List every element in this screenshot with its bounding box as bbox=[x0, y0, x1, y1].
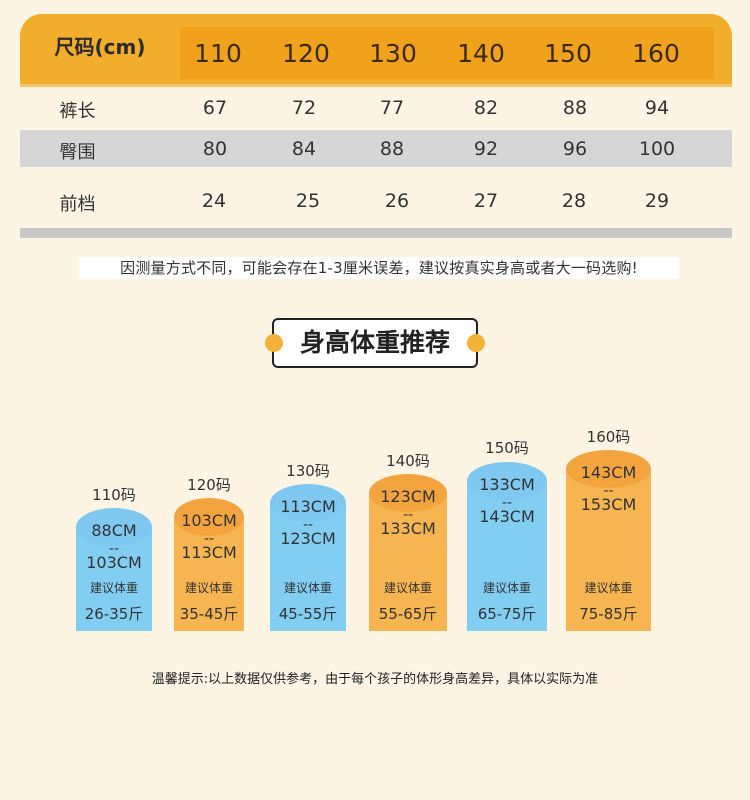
height-from: 88CM bbox=[91, 521, 137, 540]
table-cell: 24 bbox=[201, 190, 227, 212]
column-body bbox=[467, 481, 547, 631]
table-cell: 84 bbox=[291, 138, 317, 160]
column-body bbox=[270, 503, 346, 631]
table-cell: 82 bbox=[473, 97, 499, 119]
recommendation-banner: 身高体重推荐 bbox=[265, 318, 485, 368]
table-cell: 96 bbox=[562, 138, 588, 160]
table-cell: 26 bbox=[384, 190, 410, 212]
height-dash: -- bbox=[402, 507, 414, 523]
table-header: 尺码(cm) 110 120 130 140 150 160 bbox=[20, 14, 732, 84]
header-size: 130 bbox=[369, 39, 417, 68]
table-cell: 72 bbox=[291, 97, 317, 119]
table-cell: 88 bbox=[379, 138, 405, 160]
height-dash: -- bbox=[501, 495, 513, 511]
measurement-note: 因测量方式不同，可能会存在1-3厘米误差，建议按真实身高或者大一码选购! bbox=[79, 257, 679, 279]
recommendation-column: 113CM -- 123CM 建议体重 45-55斤 bbox=[270, 484, 346, 631]
height-from: 113CM bbox=[280, 497, 336, 516]
height-dash: -- bbox=[108, 541, 120, 557]
recommendation-column: 143CM -- 153CM 建议体重 75-85斤 bbox=[566, 450, 651, 631]
weight-range: 26-35斤 bbox=[84, 605, 144, 623]
column-cap bbox=[76, 508, 152, 546]
height-to: 153CM bbox=[580, 495, 637, 514]
recommendation-column: 123CM -- 133CM 建议体重 55-65斤 bbox=[369, 474, 447, 631]
header-size: 120 bbox=[282, 39, 330, 68]
recommendation-column: 103CM -- 113CM 建议体重 35-45斤 bbox=[174, 498, 244, 631]
tip-text: 温馨提示:以上数据仅供参考，由于每个孩子的体形身高差异，具体以实际为准 bbox=[151, 672, 599, 687]
size-label: 120码 bbox=[187, 476, 231, 494]
table-cell: 28 bbox=[561, 190, 587, 212]
weight-range: 65-75斤 bbox=[477, 605, 537, 623]
banner-dot-right bbox=[467, 334, 485, 352]
weight-range: 35-45斤 bbox=[179, 605, 239, 623]
size-table: 尺码(cm) 110 120 130 140 150 160 裤长 67 72 … bbox=[20, 14, 732, 238]
weight-range: 75-85斤 bbox=[579, 605, 638, 623]
column-body bbox=[174, 517, 244, 631]
table-cell: 29 bbox=[644, 190, 670, 212]
table-cell: 67 bbox=[202, 97, 228, 119]
table-cell: 27 bbox=[473, 190, 499, 212]
header-underline bbox=[20, 84, 732, 87]
height-from: 123CM bbox=[380, 487, 436, 506]
size-label: 140码 bbox=[386, 452, 430, 470]
size-label: 110码 bbox=[92, 486, 136, 504]
recommendation-column: 133CM -- 143CM 建议体重 65-75斤 bbox=[467, 462, 547, 631]
banner-title: 身高体重推荐 bbox=[299, 328, 450, 357]
table-cell: 100 bbox=[638, 138, 676, 160]
table-row: 臀围 80 84 88 92 96 100 bbox=[20, 130, 732, 167]
size-label: 160码 bbox=[586, 428, 631, 446]
size-label: 150码 bbox=[485, 439, 529, 457]
height-dash: -- bbox=[603, 483, 614, 499]
table-cell: 88 bbox=[562, 97, 588, 119]
weight-label: 建议体重 bbox=[482, 581, 531, 595]
height-dash: -- bbox=[203, 531, 215, 547]
height-to: 123CM bbox=[280, 529, 336, 548]
column-cap bbox=[270, 484, 346, 522]
weight-range: 55-65斤 bbox=[378, 605, 438, 623]
height-from: 143CM bbox=[580, 463, 637, 482]
header-size-strip bbox=[180, 27, 714, 79]
table-cell: 94 bbox=[644, 97, 670, 119]
header-size: 150 bbox=[544, 39, 592, 68]
table-row: 裤长 67 72 77 82 88 94 bbox=[20, 87, 732, 130]
column-cap bbox=[566, 450, 651, 488]
table-row: 前档 24 25 26 27 28 29 bbox=[20, 167, 732, 228]
weight-label: 建议体重 bbox=[89, 581, 138, 595]
weight-label: 建议体重 bbox=[383, 581, 432, 595]
table-cell: 80 bbox=[202, 138, 228, 160]
weight-range: 45-55斤 bbox=[278, 605, 338, 623]
column-cap bbox=[467, 462, 547, 500]
row-label: 臀围 bbox=[59, 142, 96, 163]
row-label: 前档 bbox=[59, 194, 96, 215]
weight-label: 建议体重 bbox=[584, 581, 633, 595]
column-cap bbox=[174, 498, 244, 536]
weight-label: 建议体重 bbox=[184, 581, 233, 595]
header-size: 160 bbox=[632, 39, 680, 68]
column-cap bbox=[369, 474, 447, 512]
header-size: 140 bbox=[457, 39, 505, 68]
banner-dot-left bbox=[265, 334, 283, 352]
height-dash: -- bbox=[302, 517, 314, 533]
table-cell: 92 bbox=[473, 138, 499, 160]
height-from: 133CM bbox=[479, 475, 535, 494]
recommendation-column: 88CM -- 103CM 建议体重 26-35斤 bbox=[76, 508, 152, 631]
height-from: 103CM bbox=[181, 511, 237, 530]
height-to: 103CM bbox=[86, 553, 142, 572]
row-label: 裤长 bbox=[59, 101, 96, 122]
column-body bbox=[369, 493, 447, 631]
header-size: 110 bbox=[194, 39, 242, 68]
column-body bbox=[566, 469, 651, 631]
header-label: 尺码(cm) bbox=[54, 35, 146, 59]
table-cell: 77 bbox=[379, 97, 405, 119]
table-cell: 25 bbox=[295, 190, 321, 212]
weight-label: 建议体重 bbox=[283, 581, 332, 595]
height-to: 133CM bbox=[380, 519, 436, 538]
size-label: 130码 bbox=[286, 462, 330, 480]
height-to: 143CM bbox=[479, 507, 535, 526]
table-bottom-bar bbox=[20, 228, 732, 238]
height-to: 113CM bbox=[181, 543, 237, 562]
